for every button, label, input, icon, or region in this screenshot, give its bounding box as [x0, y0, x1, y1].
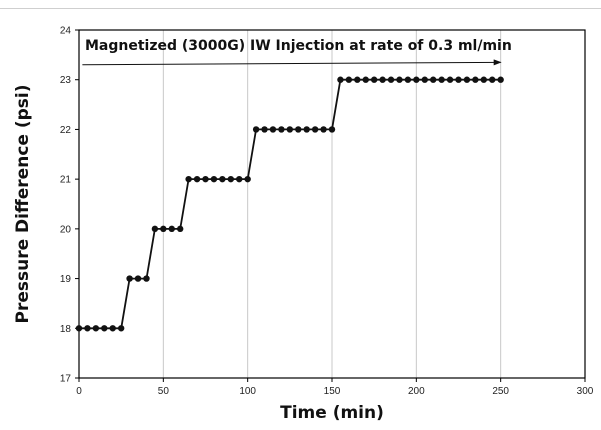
- ticks-layer: 0 50 100 150 200 250 300 17 18 19 20 21 22 23 24: [60, 26, 594, 398]
- data-point: [219, 175, 226, 183]
- data-point: [261, 126, 268, 133]
- data-point: [438, 76, 445, 83]
- grid-layer: [162, 30, 502, 378]
- data-point: [109, 325, 116, 332]
- data-point: [269, 126, 277, 133]
- x-tick-label: 100: [239, 386, 256, 397]
- data-point: [446, 76, 454, 83]
- data-point: [75, 325, 83, 332]
- data-point: [328, 126, 336, 133]
- data-point: [354, 76, 361, 83]
- data-point: [126, 275, 133, 282]
- data-point: [311, 126, 319, 133]
- data-point: [370, 76, 378, 83]
- data-point: [177, 225, 184, 233]
- x-tick-label: 250: [492, 386, 509, 397]
- annotation-arrow: [82, 59, 502, 66]
- x-axis-title: Time (min): [280, 403, 384, 423]
- data-point: [430, 76, 437, 83]
- top-separator-line: [0, 8, 601, 9]
- data-point: [185, 175, 192, 183]
- data-point: [84, 325, 91, 332]
- x-tick-label: 300: [577, 386, 594, 397]
- series-line: [79, 78, 501, 330]
- data-point: [303, 126, 310, 133]
- x-tick-label: 150: [324, 386, 341, 397]
- data-point: [421, 76, 428, 83]
- data-point: [497, 76, 504, 83]
- data-point: [295, 126, 302, 133]
- data-point: [193, 175, 201, 183]
- data-point: [92, 325, 100, 332]
- data-point: [143, 275, 150, 282]
- y-tick-label: 20: [60, 224, 72, 235]
- data-point: [404, 76, 412, 83]
- data-point: [472, 76, 479, 83]
- data-point: [463, 76, 471, 83]
- data-point: [278, 126, 285, 133]
- data-point: [202, 175, 209, 183]
- data-point: [286, 126, 294, 133]
- data-point: [345, 76, 353, 83]
- annotation-layer: [82, 59, 502, 66]
- x-tick-label: 200: [408, 386, 425, 397]
- data-point: [252, 126, 260, 133]
- y-tick-label: 19: [60, 274, 72, 285]
- data-point: [210, 175, 218, 183]
- x-tick-label: 50: [158, 386, 170, 397]
- data-point: [227, 175, 234, 183]
- data-point: [379, 76, 386, 83]
- data-point: [489, 76, 496, 83]
- data-point: [168, 225, 175, 233]
- data-point: [134, 275, 142, 282]
- data-point: [413, 76, 420, 83]
- data-point: [236, 175, 243, 183]
- data-point: [337, 76, 344, 83]
- data-point: [244, 175, 251, 183]
- data-point: [362, 76, 369, 83]
- data-point: [480, 76, 487, 83]
- data-point: [151, 225, 159, 233]
- data-point: [320, 126, 327, 133]
- y-tick-label: 22: [60, 125, 72, 136]
- y-tick-label: 24: [60, 26, 72, 37]
- y-axis-title: Pressure Difference (psi): [13, 85, 33, 324]
- chart-title: Magnetized (3000G) IW Injection at rate …: [85, 38, 512, 54]
- data-point: [396, 76, 403, 83]
- data-point: [387, 76, 395, 83]
- y-tick-label: 23: [60, 75, 72, 86]
- data-point: [455, 76, 462, 83]
- y-tick-label: 18: [60, 324, 72, 335]
- y-tick-label: 21: [60, 175, 72, 186]
- data-point: [101, 325, 108, 332]
- series-layer: [75, 76, 504, 332]
- x-tick-label: 0: [76, 386, 82, 397]
- data-point: [160, 225, 167, 233]
- y-tick-label: 17: [60, 374, 72, 385]
- data-point: [117, 325, 125, 332]
